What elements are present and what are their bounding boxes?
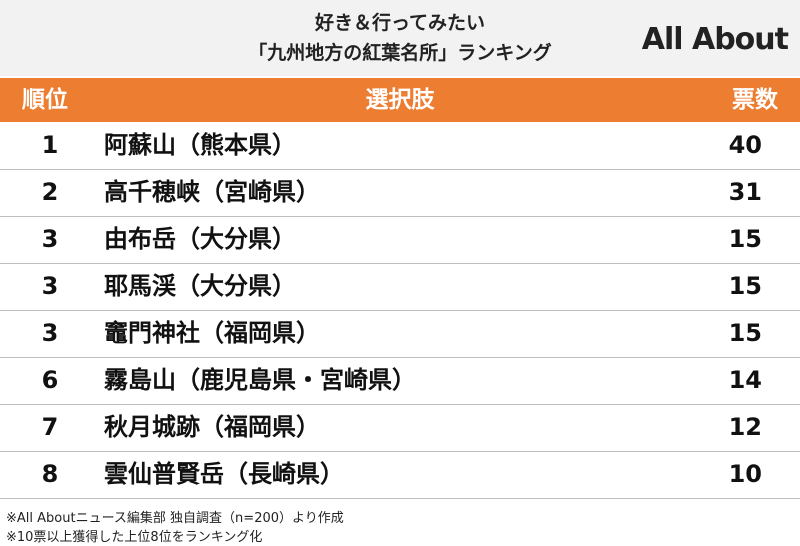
votes: 31 — [728, 178, 762, 206]
votes: 12 — [728, 413, 762, 441]
table-row: 1 阿蘇山（熊本県） 40 — [0, 122, 800, 170]
votes: 10 — [728, 460, 762, 488]
rank: 7 — [41, 413, 59, 441]
votes: 40 — [728, 131, 762, 159]
rank: 1 — [41, 131, 59, 159]
table-row: 3 竈門神社（福岡県） 15 — [0, 310, 800, 358]
title-line: 「九州地方の紅葉名所」ランキング — [248, 42, 552, 64]
rank: 3 — [41, 319, 59, 347]
votes: 14 — [728, 366, 762, 394]
table-row: 6 霧島山（鹿児島県・宮崎県） 14 — [0, 357, 800, 405]
table-row: 2 高千穂峡（宮崎県） 31 — [0, 169, 800, 217]
votes: 15 — [728, 272, 762, 300]
column-header: 票数 — [732, 87, 778, 113]
place: 雲仙普賢岳（長崎県） — [104, 460, 344, 488]
place: 霧島山（鹿児島県・宮崎県） — [104, 366, 416, 394]
votes: 15 — [728, 319, 762, 347]
rank: 8 — [41, 460, 59, 488]
rank: 2 — [41, 178, 59, 206]
votes: 15 — [728, 225, 762, 253]
rank: 3 — [41, 225, 59, 253]
note: ※All Aboutニュース編集部 独自調査（n=200）より作成 — [6, 511, 344, 526]
logo: All About — [641, 22, 789, 57]
note: ※10票以上獲得した上位8位をランキング化 — [6, 530, 263, 545]
table-row: 3 由布岳（大分県） 15 — [0, 216, 800, 264]
table-row: 8 雲仙普賢岳（長崎県） 10 — [0, 451, 800, 499]
place: 秋月城跡（福岡県） — [104, 413, 320, 441]
table-header: 順位 選択肢 票数 — [0, 78, 800, 122]
header: 好き＆行ってみたい 「九州地方の紅葉名所」ランキング All About — [0, 0, 800, 76]
place: 高千穂峡（宮崎県） — [104, 178, 320, 206]
column-header: 順位 — [22, 87, 68, 113]
place: 由布岳（大分県） — [104, 225, 296, 253]
column-header: 選択肢 — [365, 87, 435, 113]
rank: 3 — [41, 272, 59, 300]
table-row: 7 秋月城跡（福岡県） 12 — [0, 404, 800, 452]
title-line: 好き＆行ってみたい — [314, 12, 486, 34]
place: 阿蘇山（熊本県） — [104, 131, 296, 159]
place: 耶馬渓（大分県） — [104, 272, 296, 300]
rank: 6 — [41, 366, 59, 394]
place: 竈門神社（福岡県） — [104, 319, 320, 347]
table-row: 3 耶馬渓（大分県） 15 — [0, 263, 800, 311]
